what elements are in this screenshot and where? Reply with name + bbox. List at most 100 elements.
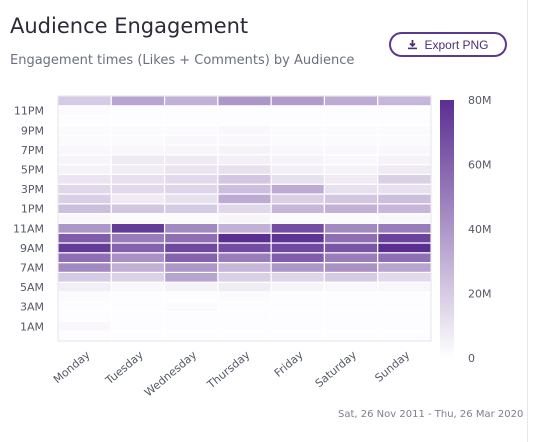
heatmap-cell — [377, 281, 432, 293]
heatmap-cell — [323, 271, 379, 283]
heatmap-cell — [163, 124, 219, 136]
colorbar-tick-label: 80M — [468, 94, 492, 107]
heatmap-cell — [217, 281, 272, 293]
heatmap-cell — [217, 311, 272, 323]
heatmap-cell — [377, 164, 432, 176]
heatmap-cell — [163, 193, 219, 205]
heatmap-cell — [377, 271, 432, 283]
heatmap-cell — [270, 320, 326, 332]
heatmap-cell — [270, 222, 326, 234]
heatmap-cell — [377, 311, 432, 323]
heatmap-cell — [163, 134, 219, 146]
chart-subtitle: Engagement times (Likes + Comments) by A… — [10, 53, 355, 68]
heatmap-cell — [163, 154, 219, 166]
export-png-button[interactable]: Export PNG — [389, 32, 507, 57]
heatmap-cell — [163, 183, 219, 195]
heatmap-cell — [377, 242, 432, 254]
heatmap-cell — [323, 203, 379, 215]
colorbar-tick-label: 60M — [468, 159, 492, 172]
heatmap-cell — [163, 232, 219, 244]
heatmap-cell — [377, 154, 432, 166]
heatmap-cell — [110, 114, 166, 126]
heatmap-cell — [217, 242, 272, 254]
heatmap-cell — [270, 154, 326, 166]
heatmap-cell — [270, 291, 326, 303]
heatmap-cell — [217, 252, 272, 264]
heatmap-cell — [163, 222, 219, 234]
heatmap-cell — [217, 330, 272, 342]
heatmap-cell — [57, 301, 112, 313]
colorbar-tick-label: 40M — [468, 223, 492, 236]
heatmap-cell — [163, 144, 219, 156]
download-icon — [407, 39, 418, 50]
colorbar-tick-label: 0 — [468, 352, 475, 365]
heatmap-cell — [377, 252, 432, 264]
heatmap-cell — [217, 144, 272, 156]
heatmap-cell — [270, 124, 326, 136]
heatmap-cell — [270, 183, 326, 195]
heatmap-cell — [110, 242, 166, 254]
y-tick-label: 7AM — [20, 262, 44, 275]
heatmap-cell — [377, 95, 432, 107]
heatmap-cell — [57, 242, 112, 254]
card-border — [527, 0, 528, 442]
heatmap-cell — [217, 183, 272, 195]
heatmap-cell — [110, 203, 166, 215]
heatmap-cell — [323, 114, 379, 126]
heatmap-cell — [57, 114, 112, 126]
heatmap-cell — [270, 252, 326, 264]
heatmap-cell — [217, 154, 272, 166]
heatmap-cell — [323, 154, 379, 166]
heatmap-cell — [57, 154, 112, 166]
heatmap-cell — [110, 144, 166, 156]
y-tick-label: 3PM — [21, 183, 44, 196]
heatmap-cell — [57, 164, 112, 176]
heatmap-cell — [217, 173, 272, 185]
heatmap-cell — [270, 95, 326, 107]
heatmap-cell — [377, 213, 432, 225]
heatmap-cell — [217, 203, 272, 215]
heatmap-cell — [163, 252, 219, 264]
heatmap-cells — [57, 95, 432, 342]
heatmap-cell — [110, 193, 166, 205]
heatmap-cell — [377, 173, 432, 185]
heatmap-cell — [323, 291, 379, 303]
heatmap-cell — [270, 114, 326, 126]
heatmap-cell — [110, 252, 166, 264]
heatmap-cell — [217, 213, 272, 225]
heatmap-cell — [217, 320, 272, 332]
heatmap-cell — [110, 262, 166, 274]
heatmap-cell — [110, 311, 166, 323]
heatmap-cell — [270, 203, 326, 215]
heatmap-cell — [217, 262, 272, 274]
heatmap-cell — [323, 95, 379, 107]
heatmap-cell — [57, 330, 112, 342]
y-tick-label: 9AM — [20, 242, 44, 255]
heatmap-frame — [57, 95, 432, 342]
heatmap-cell — [270, 301, 326, 313]
heatmap-cell — [163, 301, 219, 313]
heatmap-cell — [57, 183, 112, 195]
heatmap-cell — [163, 330, 219, 342]
heatmap-cell — [377, 222, 432, 234]
heatmap-cell — [163, 271, 219, 283]
heatmap-cell — [57, 252, 112, 264]
heatmap-cell — [57, 144, 112, 156]
heatmap-cell — [323, 213, 379, 225]
colorbar: 0 20M 40M 60M 80M — [440, 94, 492, 365]
heatmap-cell — [110, 271, 166, 283]
heatmap-cell — [217, 291, 272, 303]
heatmap-cell — [323, 301, 379, 313]
heatmap-cell — [110, 301, 166, 313]
heatmap-cell — [217, 95, 272, 107]
heatmap-cell — [57, 271, 112, 283]
heatmap-cell — [270, 144, 326, 156]
heatmap-cell — [217, 105, 272, 117]
heatmap-cell — [323, 193, 379, 205]
heatmap-cell — [110, 134, 166, 146]
heatmap-cell — [110, 124, 166, 136]
heatmap-cell — [323, 222, 379, 234]
heatmap-cell — [217, 301, 272, 313]
heatmap-cell — [377, 144, 432, 156]
heatmap-cell — [110, 164, 166, 176]
